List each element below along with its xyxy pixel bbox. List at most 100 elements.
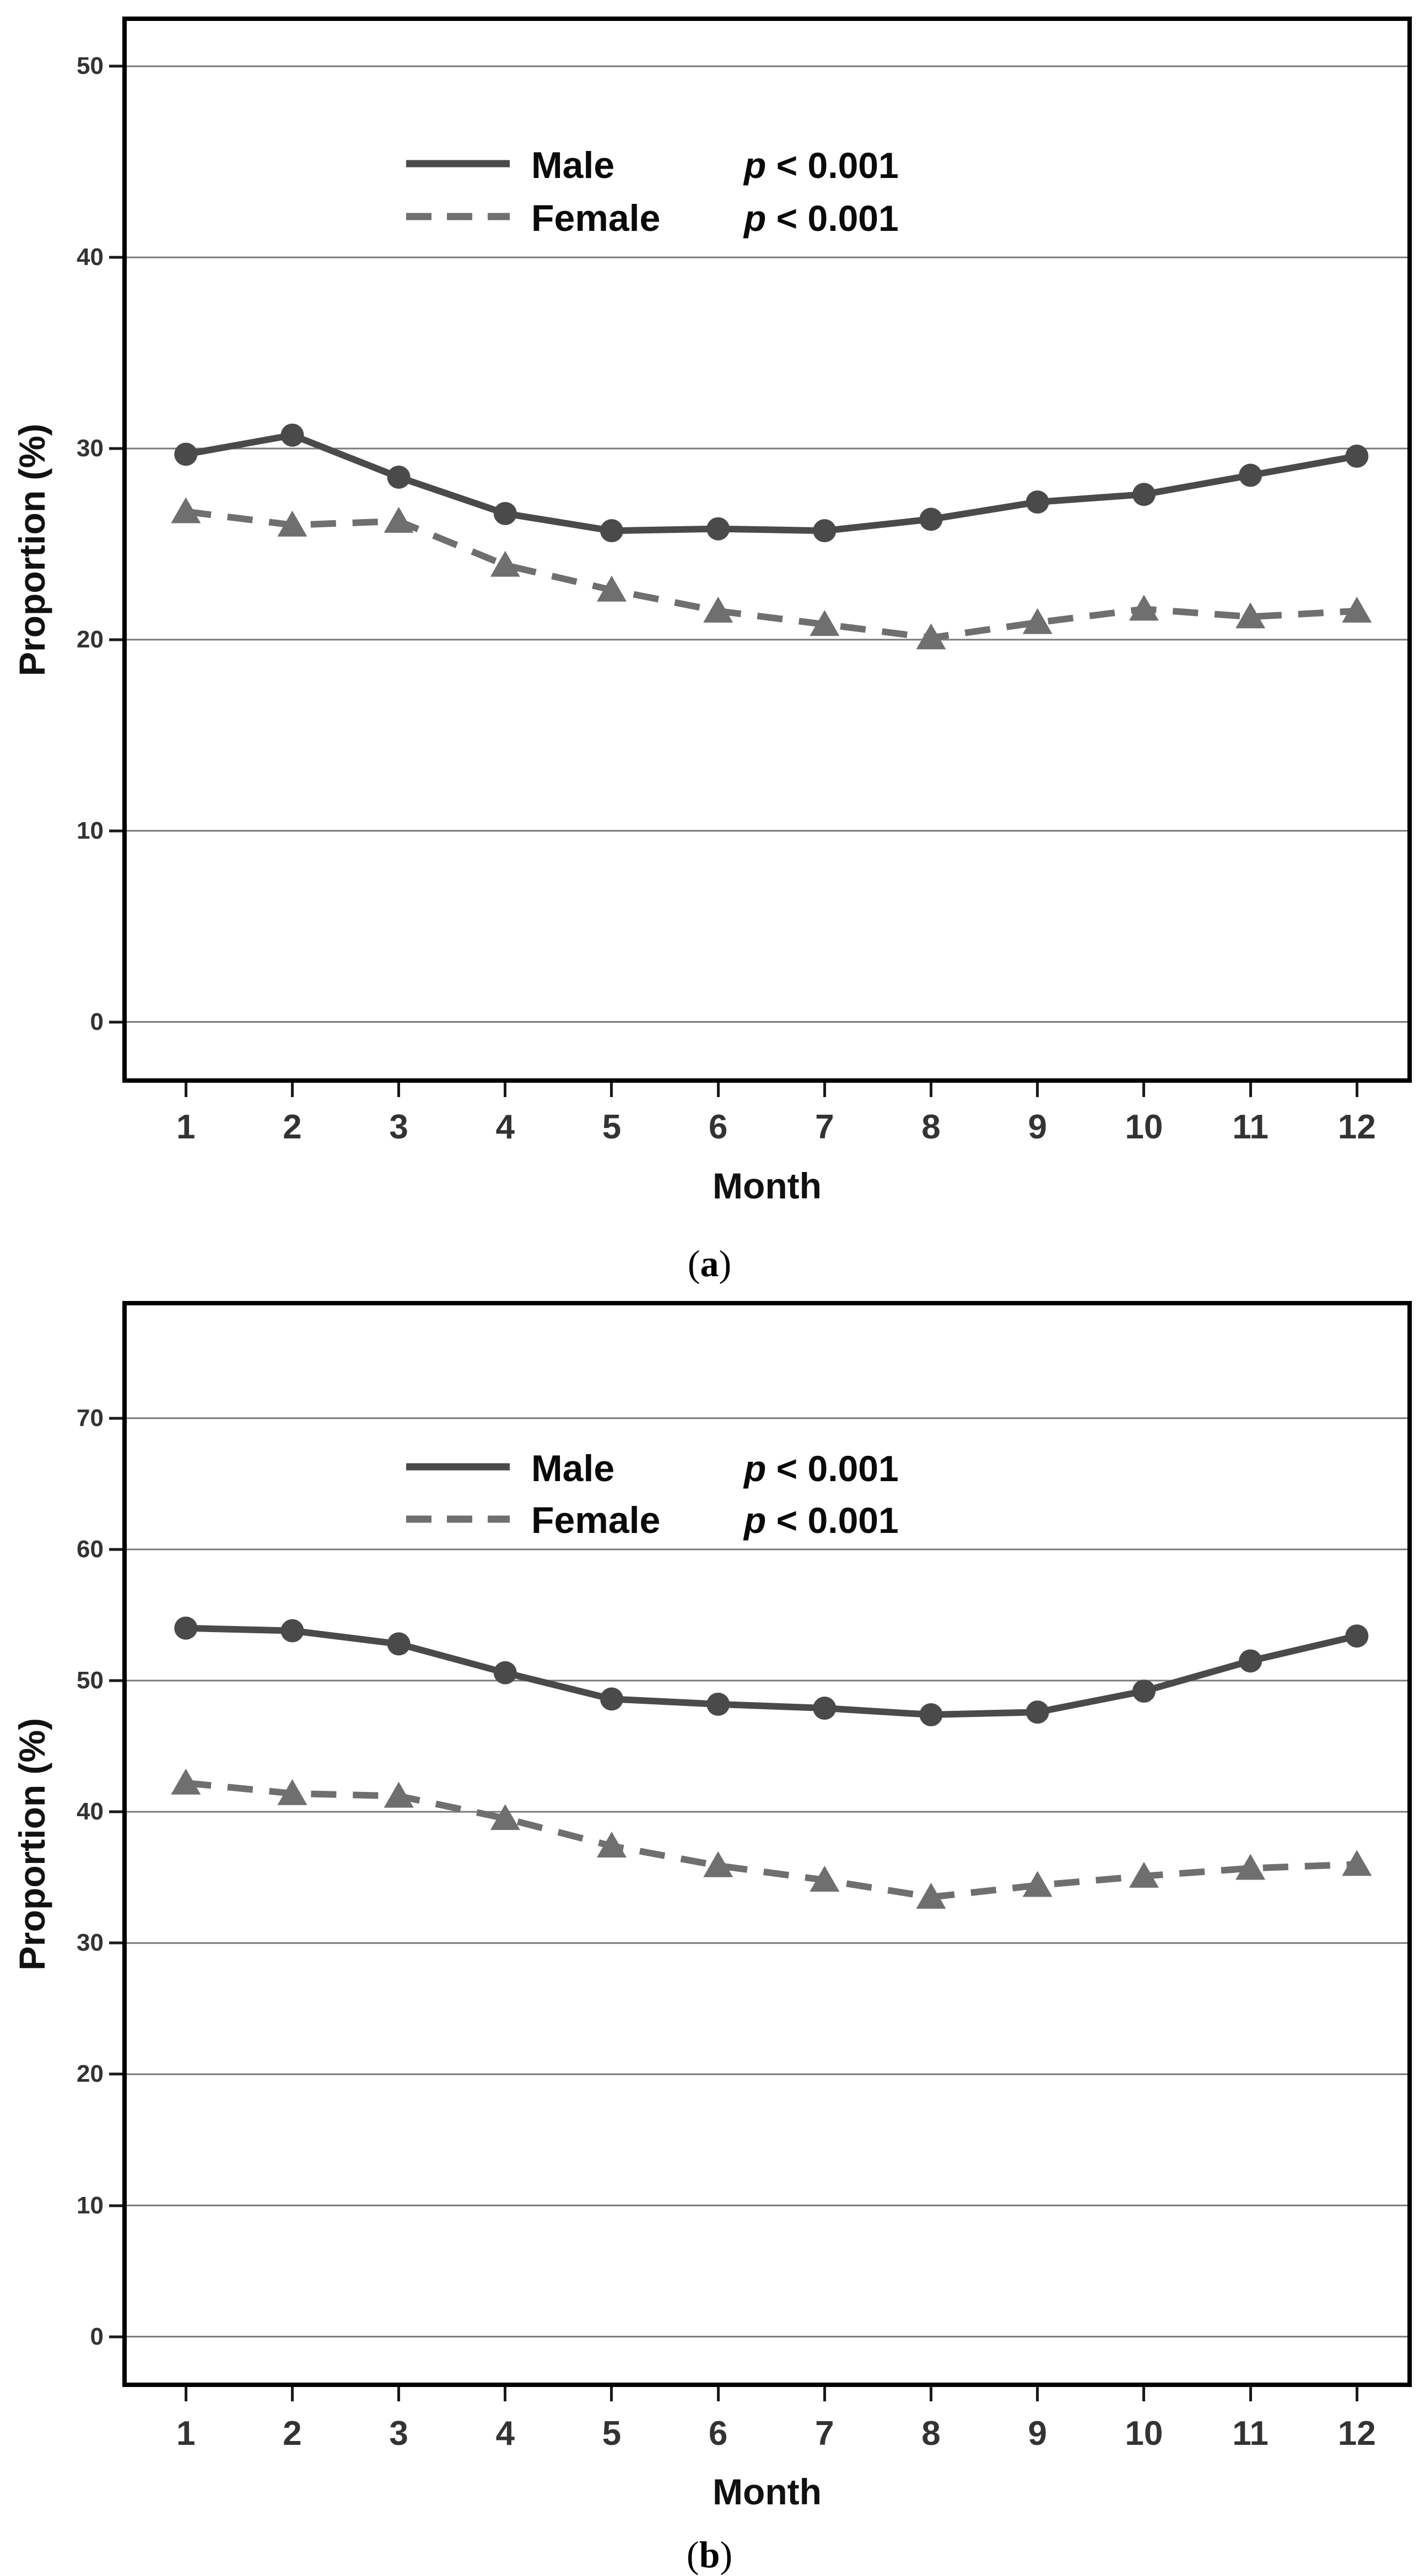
chart-canvas-b <box>127 1417 1407 2338</box>
y-tick-label-50-a: 50 <box>77 52 104 80</box>
x-tick-8-a <box>930 1083 933 1097</box>
marker-female-m5-a <box>596 575 627 602</box>
x-tick-label-9-a: 9 <box>1028 1108 1047 1146</box>
x-tick-label-9-b: 9 <box>1028 2415 1047 2453</box>
x-tick-label-11-b: 11 <box>1232 2415 1269 2453</box>
x-tick-label-8-b: 8 <box>921 2415 941 2453</box>
x-tick-label-3-b: 3 <box>389 2415 408 2453</box>
marker-female-m1-b <box>171 1768 201 1795</box>
y-tick-label-70-b: 70 <box>77 1404 104 1432</box>
y-tick-30-a <box>109 447 122 450</box>
y-tick-40-b <box>109 1810 122 1813</box>
marker-female-m12-b <box>1342 1850 1372 1876</box>
legend-label-male-a: Male <box>531 144 615 186</box>
marker-female-m7-a <box>810 610 840 636</box>
series-line-male-b <box>186 1624 1358 1718</box>
x-tick-1-b <box>184 2387 187 2401</box>
x-tick-label-10-b: 10 <box>1125 2415 1163 2453</box>
marker-female-m8-a <box>916 623 946 650</box>
legend-solid-line-sample-a <box>406 159 510 171</box>
x-tick-label-2-b: 2 <box>283 2415 302 2453</box>
p-threshold: < 0.001 <box>766 1448 899 1489</box>
x-tick-6-a <box>716 1083 720 1097</box>
marker-female-m2-b <box>277 1779 307 1805</box>
marker-male-m9-b <box>1026 1700 1049 1724</box>
y-tick-label-10-a: 10 <box>77 817 104 844</box>
marker-male-m4-a <box>493 501 517 525</box>
x-tick-label-12-b: 12 <box>1337 2415 1376 2453</box>
marker-male-m3-b <box>387 1632 411 1656</box>
y-tick-20-a <box>109 638 122 641</box>
x-tick-2-b <box>290 2387 294 2401</box>
legend-sample-canvas <box>406 213 510 220</box>
marker-female-m10-b <box>1129 1861 1159 1888</box>
marker-female-m1-a <box>171 497 201 523</box>
y-tick-30-b <box>109 1941 122 1945</box>
x-tick-label-11-a: 11 <box>1232 1108 1269 1146</box>
marker-male-m1-b <box>174 1616 198 1640</box>
legend-pvalue-male-b: p < 0.001 <box>744 1448 899 1489</box>
marker-male-m1-a <box>174 442 198 466</box>
x-axis-title-b: Month <box>713 2471 822 2512</box>
x-tick-label-6-b: 6 <box>708 2415 728 2453</box>
y-tick-label-10-b: 10 <box>77 2191 104 2219</box>
x-tick-label-6-a: 6 <box>708 1108 728 1146</box>
x-tick-label-8-a: 8 <box>921 1108 941 1146</box>
legend-sample-canvas <box>406 1515 510 1523</box>
marker-female-m10-a <box>1129 595 1159 621</box>
x-tick-label-1-b: 1 <box>176 2415 196 2453</box>
marker-male-m7-a <box>813 519 837 543</box>
legend-pvalue-female-a: p < 0.001 <box>744 197 899 239</box>
y-axis-title-a: Proportion (%) <box>12 423 52 676</box>
x-tick-label-4-b: 4 <box>495 2415 515 2453</box>
series-line-female-a <box>185 508 1357 641</box>
legend-pvalue-male-a: p < 0.001 <box>744 144 899 186</box>
y-tick-label-30-b: 30 <box>77 1929 104 1957</box>
x-tick-3-b <box>397 2387 401 2401</box>
x-tick-9-b <box>1036 2387 1039 2401</box>
x-tick-label-12-a: 12 <box>1337 1108 1376 1146</box>
marker-female-m6-a <box>703 596 733 623</box>
p-symbol: p <box>744 1500 767 1541</box>
series-line-male-a <box>185 431 1358 534</box>
p-threshold: < 0.001 <box>766 197 899 239</box>
x-tick-3-a <box>397 1083 401 1097</box>
p-threshold: < 0.001 <box>766 1500 899 1541</box>
y-tick-40-a <box>109 256 122 259</box>
legend-sample-canvas <box>406 160 510 168</box>
p-threshold: < 0.001 <box>766 144 899 186</box>
y-tick-70-b <box>109 1417 122 1420</box>
x-tick-9-a <box>1036 1083 1039 1097</box>
marker-female-m11-b <box>1235 1854 1266 1880</box>
x-tick-label-4-a: 4 <box>495 1108 515 1146</box>
marker-female-m4-a <box>490 550 520 577</box>
y-tick-0-a <box>109 1020 122 1024</box>
marker-male-m12-a <box>1345 444 1369 468</box>
x-tick-8-b <box>930 2387 933 2401</box>
marker-female-m4-b <box>490 1804 520 1830</box>
marker-female-m7-b <box>810 1865 840 1892</box>
legend-row-female-b: Female p < 0.001 <box>406 1495 899 1545</box>
x-tick-7-b <box>823 2387 826 2401</box>
x-tick-4-b <box>504 2387 507 2401</box>
marker-male-m8-b <box>919 1703 943 1726</box>
y-tick-label-40-b: 40 <box>77 1798 104 1826</box>
legend-label-female-b: Female <box>531 1499 661 1542</box>
marker-male-m8-a <box>919 507 943 531</box>
caption-b-letter: b <box>699 2534 720 2575</box>
x-tick-label-7-a: 7 <box>815 1108 834 1146</box>
legend-dashed-line-sample-a <box>406 212 510 224</box>
x-tick-11-b <box>1249 2387 1252 2401</box>
x-tick-6-b <box>716 2387 720 2401</box>
x-tick-12-a <box>1355 1083 1358 1097</box>
plot-area-a: Male p < 0.001 Female p < 0.001 <box>122 17 1412 1083</box>
chart-canvas-a <box>127 65 1407 1023</box>
marker-female-m5-b <box>596 1832 627 1858</box>
marker-male-m2-a <box>280 423 304 447</box>
x-tick-label-2-a: 2 <box>283 1108 302 1146</box>
marker-female-m11-a <box>1235 602 1266 629</box>
marker-female-m9-a <box>1022 608 1053 634</box>
y-tick-label-50-b: 50 <box>77 1667 104 1694</box>
x-tick-12-b <box>1355 2387 1358 2401</box>
y-tick-10-a <box>109 829 122 833</box>
